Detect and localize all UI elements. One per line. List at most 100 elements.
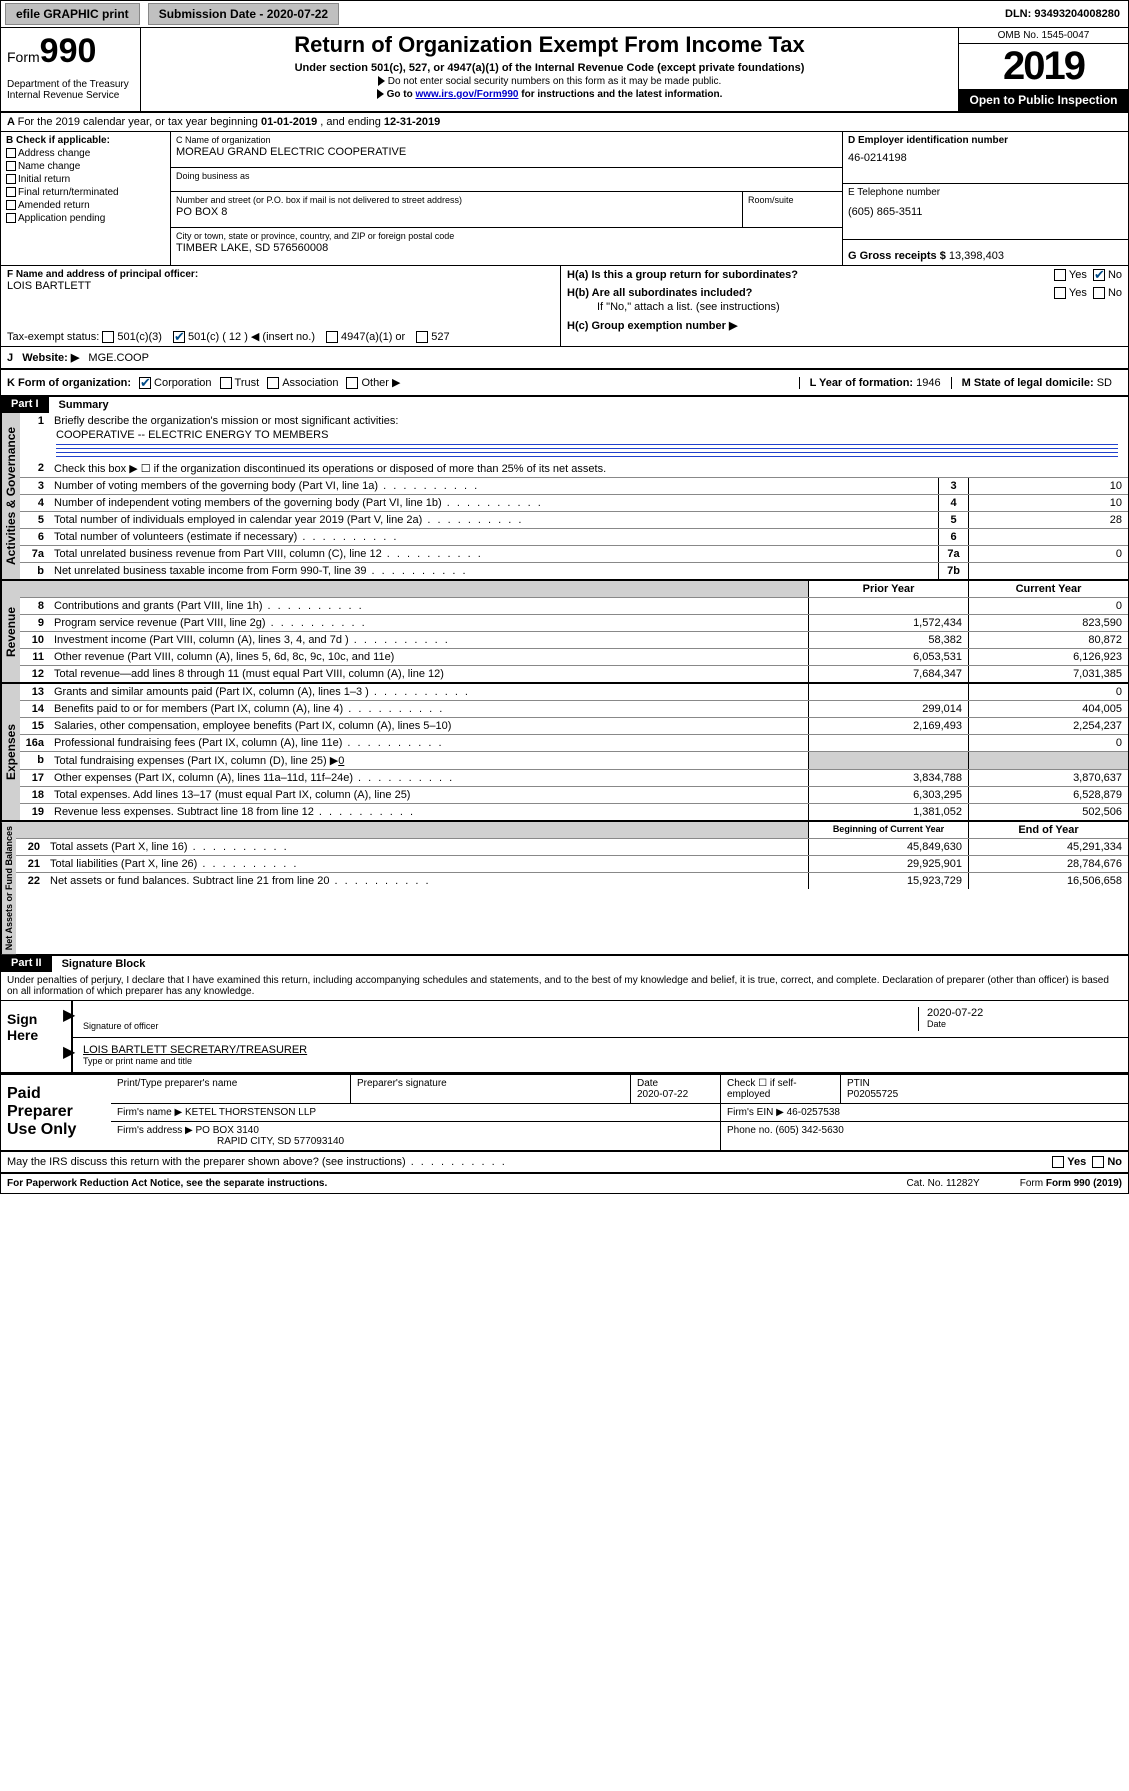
l20-text: Total assets (Part X, line 16) (46, 839, 808, 855)
block-b-header: B Check if applicable: (6, 135, 165, 146)
triangle-icon (377, 89, 384, 99)
l14-text: Benefits paid to or for members (Part IX… (50, 701, 808, 717)
check-application-pending[interactable]: Application pending (6, 213, 165, 224)
l8-curr: 0 (968, 598, 1128, 614)
l9-prior: 1,572,434 (808, 615, 968, 631)
block-b-checks: B Check if applicable: Address change Na… (1, 132, 171, 266)
submission-date-button[interactable]: Submission Date - 2020-07-22 (148, 3, 339, 25)
gross-receipts-label: G Gross receipts $ (848, 250, 949, 262)
cat-number: Cat. No. 11282Y (907, 1178, 980, 1189)
l8-text: Contributions and grants (Part VIII, lin… (50, 598, 808, 614)
check-527[interactable] (416, 331, 428, 343)
form-prefix: Form (7, 49, 40, 65)
room-label: Room/suite (748, 195, 837, 205)
check-corp[interactable] (139, 377, 151, 389)
l17-curr: 3,870,637 (968, 770, 1128, 786)
label-501c: 501(c) ( 12 ) ◀ (insert no.) (188, 330, 315, 343)
check-final-return[interactable]: Final return/terminated (6, 187, 165, 198)
check-other[interactable] (346, 377, 358, 389)
check-4947[interactable] (326, 331, 338, 343)
l3-value: 10 (968, 478, 1128, 494)
period-begin: 01-01-2019 (261, 116, 317, 128)
website-value: MGE.COOP (88, 352, 149, 364)
sign-here-label: SignHere (1, 1001, 71, 1072)
l21-text: Total liabilities (Part X, line 26) (46, 856, 808, 872)
l15-curr: 2,254,237 (968, 718, 1128, 734)
section-governance: Activities & Governance 1Briefly describ… (1, 413, 1128, 581)
l19-text: Revenue less expenses. Subtract line 18 … (50, 804, 808, 820)
firm-ein-label: Firm's EIN ▶ (727, 1107, 787, 1118)
l-label: L Year of formation: (810, 377, 917, 389)
section-netassets: Net Assets or Fund Balances Beginning of… (1, 822, 1128, 955)
ha-yes[interactable] (1054, 269, 1066, 281)
l7a-value: 0 (968, 546, 1128, 562)
l2-text: Check this box ▶ ☐ if the organization d… (50, 460, 1128, 477)
check-name-change[interactable]: Name change (6, 161, 165, 172)
part1-header: Part I Summary (1, 396, 1128, 413)
check-501c3[interactable] (102, 331, 114, 343)
l16b-value: 0 (338, 755, 344, 767)
l22-text: Net assets or fund balances. Subtract li… (46, 873, 808, 889)
sig-date: 2020-07-22 (927, 1007, 1118, 1019)
gross-receipts-value: 13,398,403 (949, 250, 1004, 262)
check-assoc[interactable] (267, 377, 279, 389)
l17-prior: 3,834,788 (808, 770, 968, 786)
discuss-question: May the IRS discuss this return with the… (7, 1156, 507, 1168)
form-number-block: Form990 Department of the Treasury Inter… (1, 28, 141, 111)
l22-end: 16,506,658 (968, 873, 1128, 889)
part1-name: Summary (49, 396, 1128, 413)
state-domicile: SD (1097, 377, 1112, 389)
efile-print-button[interactable]: efile GRAPHIC print (5, 3, 140, 25)
officer-label: F Name and address of principal officer: (7, 269, 198, 280)
l19-curr: 502,506 (968, 804, 1128, 820)
open-inspection: Open to Public Inspection (959, 89, 1128, 111)
mission-text: COOPERATIVE -- ELECTRIC ENERGY TO MEMBER… (56, 429, 328, 441)
irs-link[interactable]: www.irs.gov/Form990 (415, 89, 518, 100)
l3-text: Number of voting members of the governin… (50, 478, 938, 494)
website-row: J Website: ▶ MGE.COOP (1, 347, 1128, 370)
officer-name: LOIS BARTLETT (7, 280, 554, 292)
hb-yes[interactable] (1054, 287, 1066, 299)
l9-text: Program service revenue (Part VIII, line… (50, 615, 808, 631)
self-employed-check[interactable]: Check ☐ if self-employed (721, 1075, 841, 1103)
top-toolbar: efile GRAPHIC print Submission Date - 20… (1, 1, 1128, 28)
check-501c[interactable] (173, 331, 185, 343)
l4-value: 10 (968, 495, 1128, 511)
check-amended-return[interactable]: Amended return (6, 200, 165, 211)
form-number: 990 (40, 32, 97, 70)
arrow-icon: ▶ (63, 1042, 75, 1062)
website-label: Website: ▶ (22, 352, 79, 364)
l13-prior (808, 684, 968, 700)
form-header: Form990 Department of the Treasury Inter… (1, 28, 1128, 113)
check-initial-return[interactable]: Initial return (6, 174, 165, 185)
ptin-value: P02055725 (847, 1089, 898, 1100)
j-label: J (7, 352, 13, 364)
l13-curr: 0 (968, 684, 1128, 700)
check-address-change[interactable]: Address change (6, 148, 165, 159)
org-name: MOREAU GRAND ELECTRIC COOPERATIVE (176, 145, 837, 164)
perjury-statement: Under penalties of perjury, I declare th… (1, 972, 1128, 1000)
discuss-yes[interactable] (1052, 1156, 1064, 1168)
section-expenses: Expenses 13Grants and similar amounts pa… (1, 684, 1128, 822)
check-trust[interactable] (220, 377, 232, 389)
period-end: 12-31-2019 (384, 116, 440, 128)
form-990-page: efile GRAPHIC print Submission Date - 20… (0, 0, 1129, 1194)
dln-display: DLN: 93493204008280 (997, 6, 1128, 22)
page-footer: For Paperwork Reduction Act Notice, see … (1, 1174, 1128, 1193)
hb-no[interactable] (1093, 287, 1105, 299)
discuss-row: May the IRS discuss this return with the… (1, 1152, 1128, 1174)
vtab-governance: Activities & Governance (1, 413, 20, 579)
firm-name: KETEL THORSTENSON LLP (185, 1107, 316, 1118)
year-formation: 1946 (916, 377, 940, 389)
l14-curr: 404,005 (968, 701, 1128, 717)
dln-value: 93493204008280 (1034, 8, 1120, 20)
label-corp: Corporation (154, 377, 211, 389)
submission-date-label: Submission Date - (159, 7, 267, 21)
ha-no[interactable] (1093, 269, 1105, 281)
l12-prior: 7,684,347 (808, 666, 968, 682)
sig-name-title: LOIS BARTLETT SECRETARY/TREASURER (83, 1044, 307, 1056)
firm-ein: 46-0257538 (787, 1107, 840, 1118)
l5-text: Total number of individuals employed in … (50, 512, 938, 528)
discuss-no[interactable] (1092, 1156, 1104, 1168)
phone-value: (605) 865-3511 (848, 198, 1123, 218)
